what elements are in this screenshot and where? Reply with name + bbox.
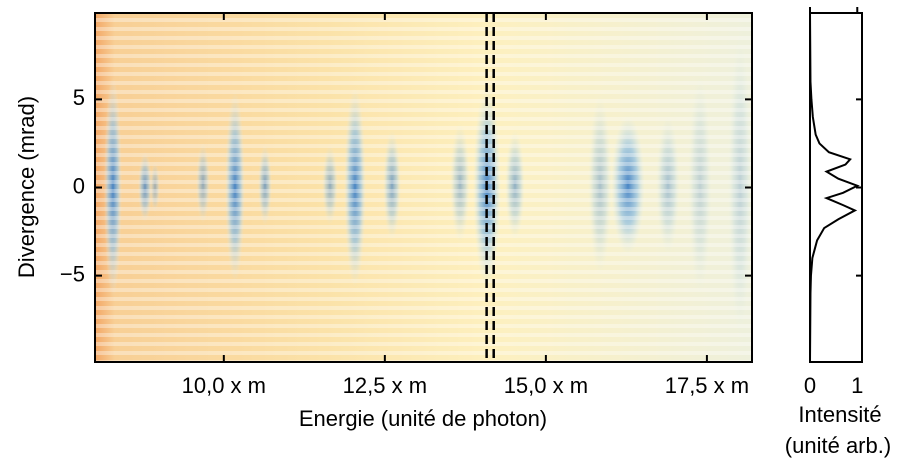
profile-x-unit: (unité arb.) — [785, 433, 891, 458]
heatmap-image — [95, 13, 752, 362]
x-tick-label: 0 — [804, 373, 816, 398]
x-tick-label: 1 — [851, 373, 863, 398]
x-tick-label: 15,0 x m — [504, 373, 588, 398]
y-axis-label: Divergence (mrad) — [14, 96, 39, 278]
intensity-profile — [809, 12, 860, 363]
x-tick-label: 12,5 x m — [343, 373, 427, 398]
profile-x-label: Intensité — [798, 402, 881, 427]
y-tick-label: 5 — [73, 85, 85, 110]
x-axis-label: Energie (unité de photon) — [299, 406, 547, 431]
y-tick-label: −5 — [60, 261, 85, 286]
x-tick-label: 10,0 x m — [182, 373, 266, 398]
y-tick-label: 0 — [73, 173, 85, 198]
x-tick-label: 17,5 x m — [665, 373, 749, 398]
